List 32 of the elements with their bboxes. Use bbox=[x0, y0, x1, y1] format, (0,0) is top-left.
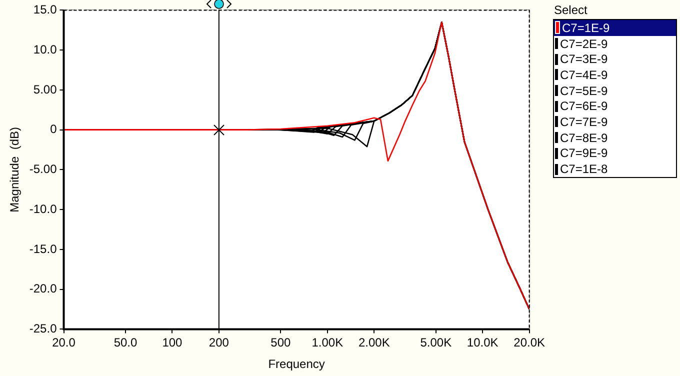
y-tick-label: -25.0 bbox=[29, 322, 58, 336]
legend-label: C7=9E-9 bbox=[560, 146, 608, 160]
x-tick-label: 200 bbox=[208, 336, 230, 350]
legend-label: C7=5E-9 bbox=[560, 84, 608, 98]
y-tick-label: 10.0 bbox=[33, 42, 58, 56]
x-tick-label: 20.0K bbox=[514, 336, 545, 350]
y-tick-label: 15.0 bbox=[33, 2, 58, 17]
y-tick-label: -5.00 bbox=[29, 162, 58, 176]
y-tick-label: -20.0 bbox=[29, 282, 58, 296]
x-tick-label: 500 bbox=[270, 336, 292, 350]
legend-label: C7=1E-9 bbox=[562, 20, 610, 35]
y-tick-label: 5.00 bbox=[33, 82, 58, 96]
x-tick-label: 20.0 bbox=[52, 336, 76, 350]
y-tick-label: -10.0 bbox=[29, 202, 58, 216]
x-tick-label: 1.00K bbox=[312, 336, 344, 350]
y-axis-title: Magnitude (dB) bbox=[8, 127, 22, 212]
x-tick-label: 5.00K bbox=[420, 336, 452, 350]
x-tick-label: 100 bbox=[162, 336, 183, 350]
y-tick-label: 0 bbox=[50, 122, 58, 136]
legend-label: C7=4E-9 bbox=[560, 68, 608, 82]
legend-label: C7=6E-9 bbox=[560, 99, 608, 114]
x-tick-label: 2.00K bbox=[358, 336, 390, 350]
legend-label: C7=8E-9 bbox=[560, 130, 608, 145]
y-tick-label: -15.0 bbox=[29, 242, 58, 256]
legend-label: C7=1E-8 bbox=[560, 162, 608, 176]
x-axis-title: Frequency bbox=[268, 357, 325, 372]
x-tick-label: 10.0K bbox=[466, 336, 498, 350]
legend-label: C7=2E-9 bbox=[560, 36, 608, 51]
legend-label: C7=7E-9 bbox=[560, 114, 608, 129]
legend-title: Select bbox=[554, 3, 588, 17]
legend-label: C7=3E-9 bbox=[560, 52, 608, 66]
x-tick-label: 50.0 bbox=[114, 336, 138, 350]
